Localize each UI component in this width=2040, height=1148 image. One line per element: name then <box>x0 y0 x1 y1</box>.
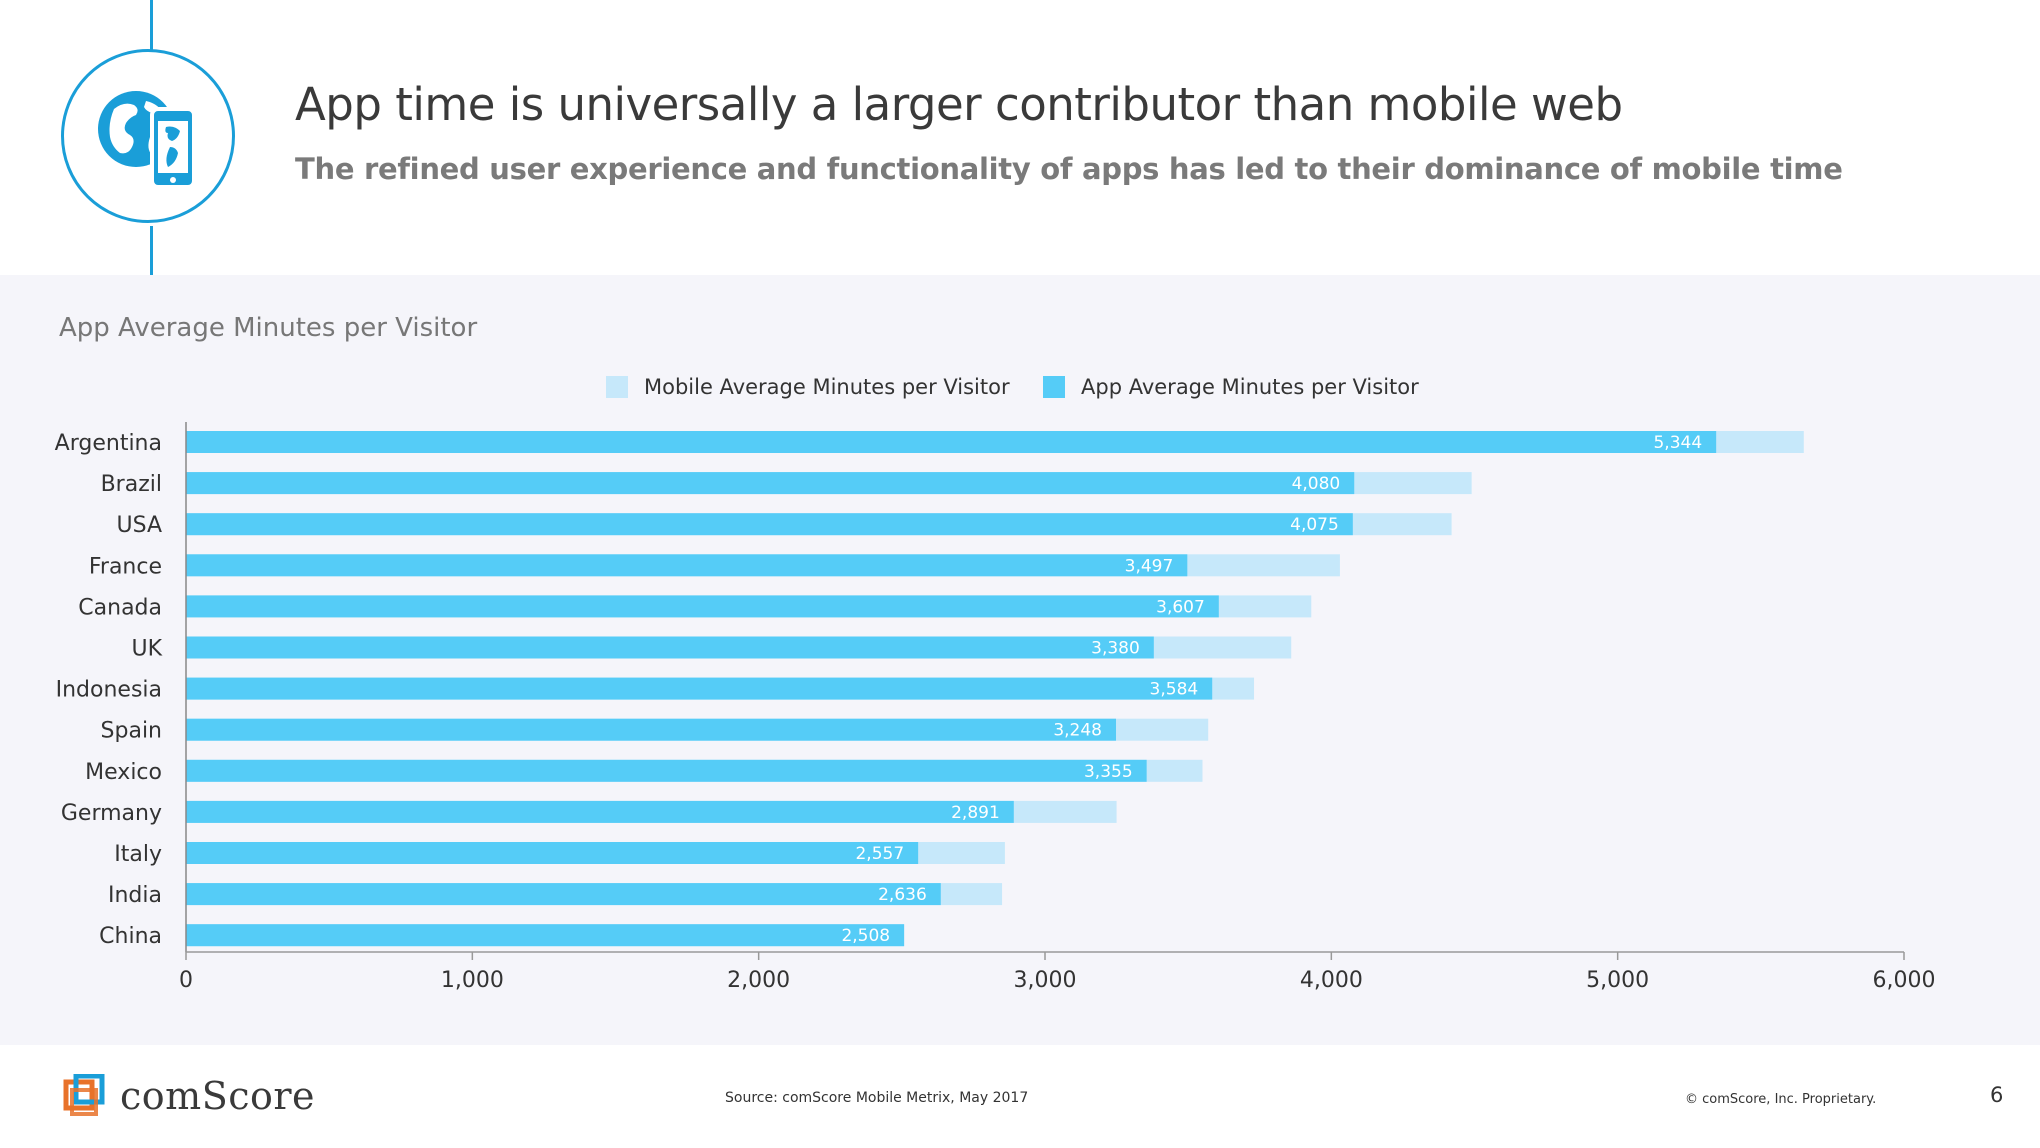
bar-app <box>186 431 1717 453</box>
legend-swatch-mobile <box>606 376 628 398</box>
bar-app <box>186 883 941 906</box>
x-tick-label: 2,000 <box>727 968 790 993</box>
data-label: 3,584 <box>1150 680 1199 700</box>
page-title: App time is universally a larger contrib… <box>295 78 1623 131</box>
page-subtitle: The refined user experience and function… <box>295 152 1843 186</box>
x-tick-label: 1,000 <box>441 968 504 993</box>
footer-source: Source: comScore Mobile Metrix, May 2017 <box>725 1090 1029 1106</box>
bar-app <box>186 472 1355 495</box>
chart-legend: Mobile Average Minutes per Visitor App A… <box>0 375 2040 409</box>
data-label: 3,248 <box>1053 721 1102 741</box>
data-label: 2,891 <box>951 803 1000 823</box>
bar-app <box>186 924 905 947</box>
data-label: 5,344 <box>1653 433 1702 453</box>
data-label: 3,607 <box>1156 597 1205 617</box>
data-label: 2,508 <box>841 926 890 946</box>
legend-item-app: App Average Minutes per Visitor <box>1043 375 1419 399</box>
comscore-logo: comScore <box>62 1074 315 1118</box>
legend-label-mobile: Mobile Average Minutes per Visitor <box>644 375 1010 399</box>
bar-app <box>186 759 1147 782</box>
header-connector-top <box>150 0 153 50</box>
bar-app <box>186 554 1188 577</box>
legend-item-mobile: Mobile Average Minutes per Visitor <box>606 375 1010 399</box>
category-label: Brazil <box>101 472 162 497</box>
data-label: 4,075 <box>1290 515 1339 535</box>
x-tick-label: 3,000 <box>1014 968 1077 993</box>
data-label: 3,380 <box>1091 639 1140 659</box>
comscore-logo-icon <box>63 1074 105 1116</box>
x-tick-label: 0 <box>179 968 193 993</box>
legend-swatch-app <box>1043 376 1065 398</box>
category-label: Mexico <box>85 760 162 785</box>
data-label: 2,636 <box>878 885 927 905</box>
bar-chart: 5,344 Argentina 4,080 Brazil 4,075 USA 3,497 Fr… <box>55 422 1936 993</box>
legend-label-app: App Average Minutes per Visitor <box>1081 375 1419 399</box>
bar-app <box>186 842 919 864</box>
category-label: India <box>108 883 162 908</box>
chart-title: App Average Minutes per Visitor <box>59 313 478 343</box>
category-label: China <box>99 924 162 949</box>
category-label: Germany <box>61 801 162 826</box>
bar-app <box>186 800 1014 823</box>
category-label: Canada <box>78 595 162 620</box>
footer-copyright: © comScore, Inc. Proprietary. <box>1685 1092 1877 1107</box>
page-number: 6 <box>1990 1083 2004 1107</box>
data-label: 4,080 <box>1292 474 1341 494</box>
x-tick-label: 5,000 <box>1586 968 1649 993</box>
category-label: France <box>89 554 162 579</box>
category-label: Spain <box>101 719 162 744</box>
comscore-logo-text: comScore <box>120 1074 316 1118</box>
category-label: Italy <box>114 842 162 867</box>
data-label: 3,497 <box>1125 556 1174 576</box>
data-label: 3,355 <box>1084 762 1133 782</box>
category-label: Argentina <box>55 431 162 456</box>
globe-phone-icon <box>61 49 235 223</box>
bar-app <box>186 595 1219 618</box>
data-label: 2,557 <box>855 844 904 864</box>
bar-app <box>186 513 1353 536</box>
x-tick-label: 4,000 <box>1300 968 1363 993</box>
category-label: Indonesia <box>56 678 162 703</box>
x-tick-label: 6,000 <box>1873 968 1936 993</box>
category-label: UK <box>131 637 162 662</box>
bar-app <box>186 677 1213 700</box>
category-label: USA <box>116 513 162 538</box>
chart-panel <box>0 275 2040 1045</box>
bar-app <box>186 718 1117 741</box>
header-connector-bottom <box>150 226 153 276</box>
bar-app <box>186 636 1154 659</box>
